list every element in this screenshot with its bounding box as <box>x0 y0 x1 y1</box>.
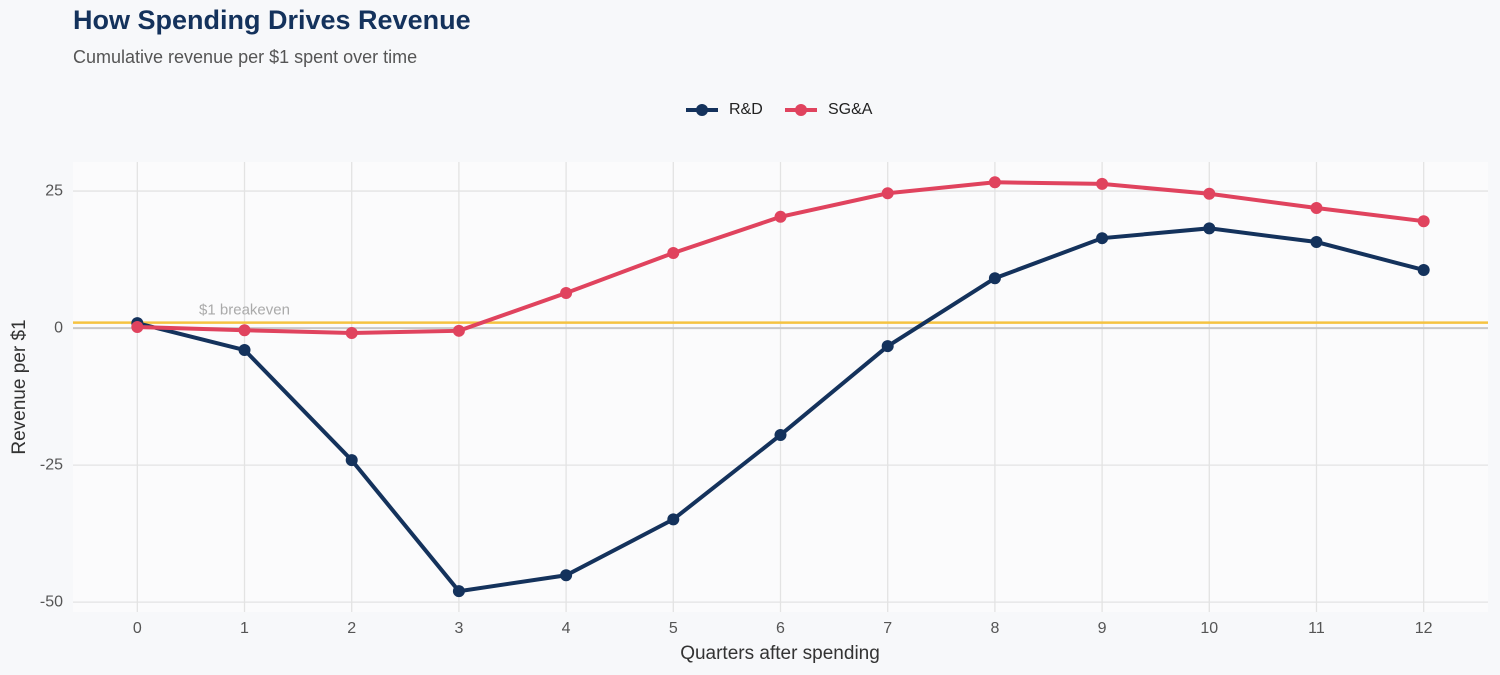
data-point <box>1417 215 1430 228</box>
data-point <box>560 569 573 582</box>
legend-marker <box>795 104 807 116</box>
x-tick-label: 4 <box>562 620 571 637</box>
data-point <box>345 327 358 340</box>
data-point <box>1310 202 1323 215</box>
data-point <box>988 272 1001 285</box>
data-point <box>1417 263 1430 276</box>
x-axis-label: Quarters after spending <box>680 643 880 664</box>
x-tick-label: 11 <box>1308 620 1325 637</box>
x-tick-label: 3 <box>454 620 463 637</box>
chart-title: How Spending Drives Revenue <box>73 5 471 35</box>
y-tick-label: 0 <box>54 319 63 336</box>
data-point <box>1310 236 1323 249</box>
x-tick-label: 8 <box>990 620 999 637</box>
y-tick-label: 25 <box>45 182 63 199</box>
x-tick-label: 12 <box>1415 620 1433 637</box>
x-tick-label: 9 <box>1098 620 1107 637</box>
x-tick-label: 10 <box>1200 620 1218 637</box>
x-tick-label: 5 <box>669 620 678 637</box>
data-point <box>452 324 465 337</box>
data-point <box>131 320 144 333</box>
data-point <box>881 187 894 200</box>
y-axis-label: Revenue per $1 <box>9 319 30 454</box>
data-point <box>452 585 465 598</box>
data-point <box>1096 177 1109 190</box>
data-point <box>667 246 680 259</box>
data-point <box>1203 187 1216 200</box>
data-point <box>1096 232 1109 245</box>
x-tick-label: 2 <box>347 620 356 637</box>
y-tick-label: -50 <box>40 593 63 610</box>
data-point <box>560 286 573 299</box>
reference-label: $1 breakeven <box>199 302 290 319</box>
data-point <box>774 428 787 441</box>
data-point <box>238 344 251 357</box>
data-point <box>345 454 358 467</box>
data-point <box>774 210 787 223</box>
data-point <box>988 176 1001 189</box>
data-point <box>1203 222 1216 235</box>
x-tick-label: 0 <box>133 620 142 637</box>
y-tick-label: -25 <box>40 456 63 473</box>
legend-label: R&D <box>729 101 763 118</box>
x-tick-label: 7 <box>883 620 892 637</box>
legend-label: SG&A <box>828 101 873 118</box>
data-point <box>238 324 251 337</box>
x-tick-label: 6 <box>776 620 785 637</box>
data-point <box>667 513 680 526</box>
chart-subtitle: Cumulative revenue per $1 spent over tim… <box>73 47 417 67</box>
x-tick-label: 1 <box>240 620 249 637</box>
legend-marker <box>696 104 708 116</box>
data-point <box>881 340 894 353</box>
